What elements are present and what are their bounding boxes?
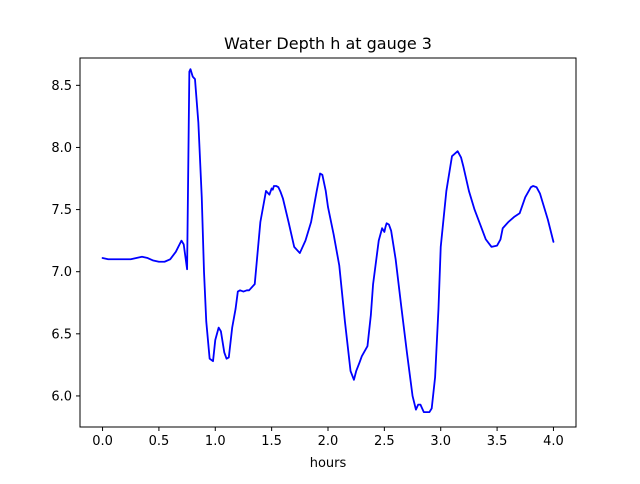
x-tick-label: 1.5 [261,434,282,449]
y-tick-label: 6.5 [51,327,72,342]
x-tick-label: 0.0 [92,434,113,449]
series-line-1 [101,68,555,413]
x-tick-label: 1.0 [205,434,226,449]
y-tick-label: 8.5 [51,79,72,94]
chart-title: Water Depth h at gauge 3 [224,34,432,53]
x-tick-label: 4.0 [543,434,564,449]
x-tick-label: 3.5 [487,434,508,449]
y-tick-label: 8.0 [51,141,72,156]
y-tick-label: 7.5 [51,203,72,218]
y-tick-label: 6.0 [51,389,72,404]
x-tick-label: 2.5 [374,434,395,449]
axis-layer: 0.0 0.5 1.0 1.5 2.0 2.5 3.0 3.5 4.0 6.0 6.5 7.0 7.5 8… [51,57,577,449]
y-tick-label: 7.0 [51,265,72,280]
x-tick-label: 3.0 [430,434,451,449]
x-tick-label: 0.5 [149,434,170,449]
x-tick-label: 2.0 [318,434,339,449]
plot-layer [101,68,555,413]
x-axis-label: hours [310,456,347,471]
